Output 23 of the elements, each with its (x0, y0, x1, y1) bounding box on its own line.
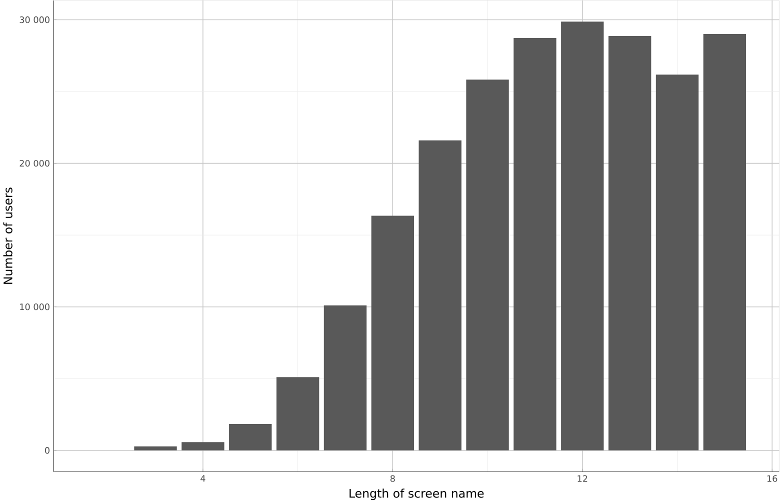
bar (229, 424, 272, 450)
y-tick-label: 20 000 (20, 160, 50, 166)
bar (466, 79, 509, 450)
y-tick-label: 10 000 (20, 303, 50, 310)
x-axis-title: Length of screen name (350, 488, 484, 500)
bar (276, 377, 320, 450)
bar (134, 446, 177, 450)
y-axis-title: Number of users (3, 187, 12, 284)
bar (324, 305, 367, 450)
y-tick-label: 30 000 (20, 16, 50, 23)
bar (418, 140, 462, 450)
y-tick-label: 0 (45, 446, 50, 454)
bar (561, 21, 604, 450)
x-tick-label: 12 (578, 475, 588, 482)
x-tick-label: 8 (390, 475, 395, 482)
bar (703, 34, 746, 450)
bar (656, 74, 699, 450)
x-tick-label: 16 (767, 475, 778, 482)
bar (514, 38, 556, 450)
bar (608, 36, 652, 450)
x-tick-label: 4 (200, 475, 206, 482)
bar (371, 216, 414, 450)
bar (182, 442, 224, 450)
